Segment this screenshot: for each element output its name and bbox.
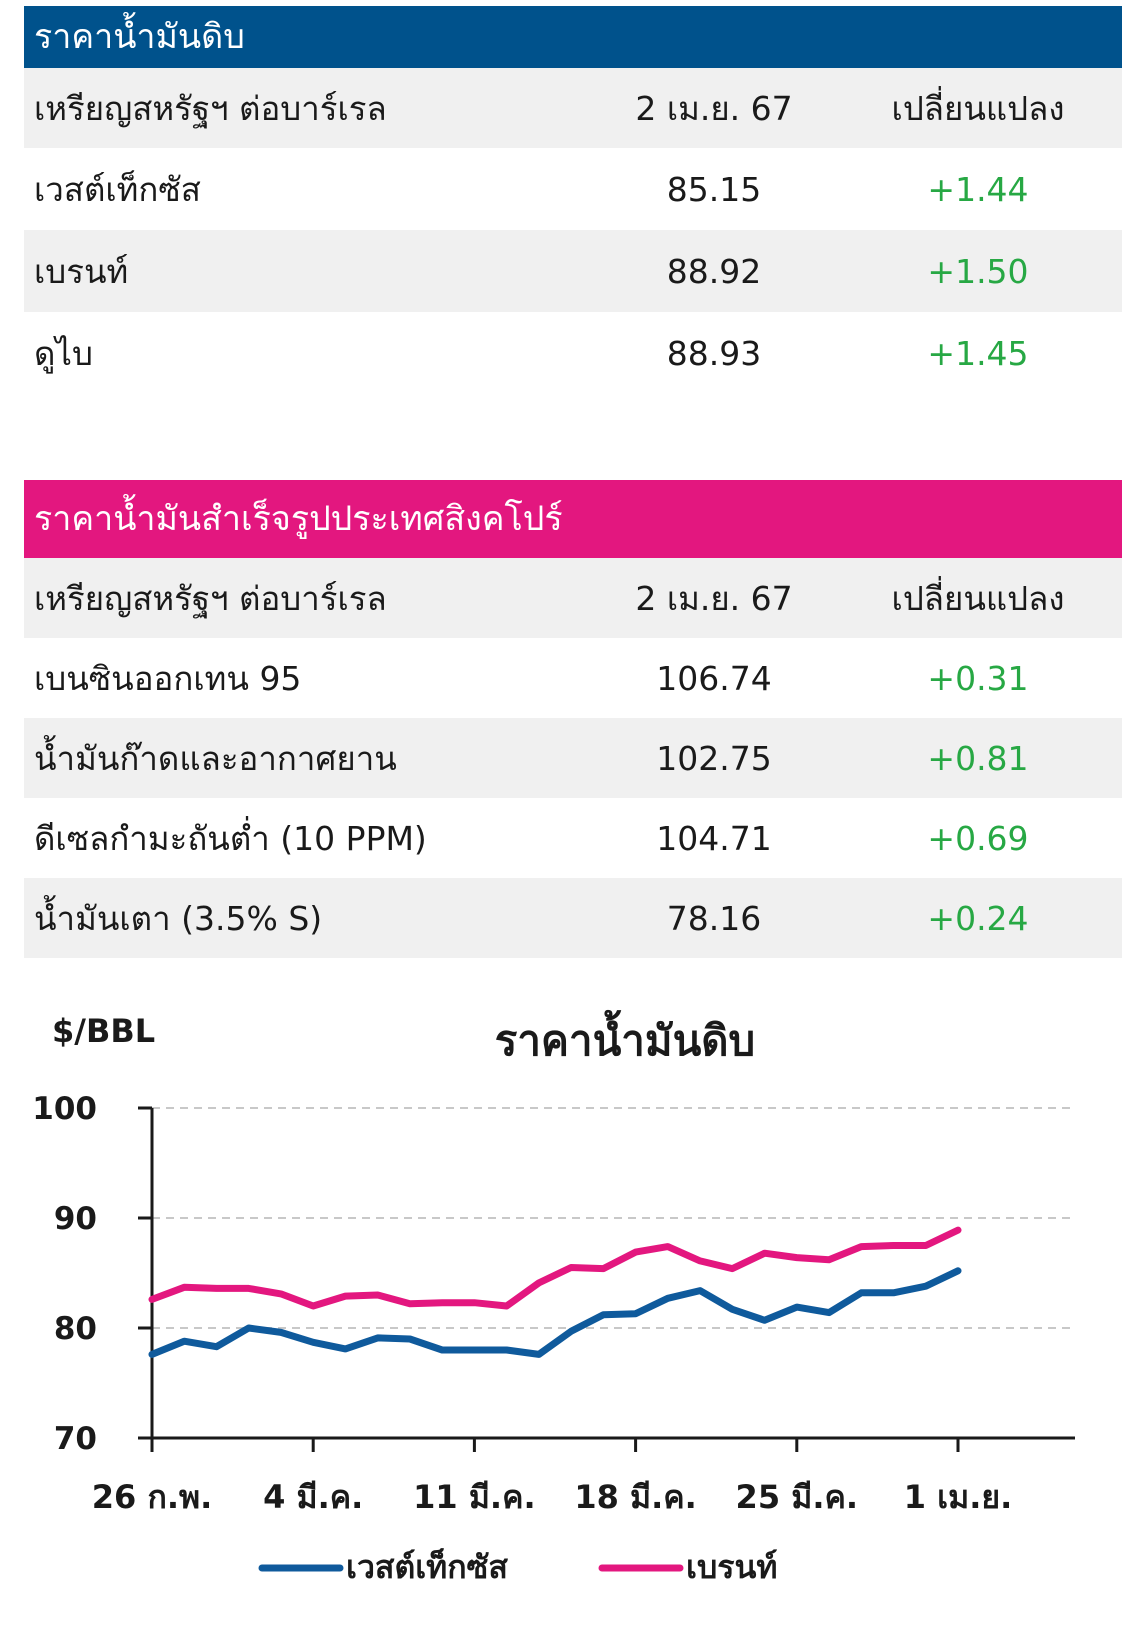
y-tick-label: 100 — [32, 1091, 97, 1127]
row-price: 102.75 — [656, 738, 772, 778]
legend-label: เวสต์เท็กซัส — [346, 1547, 508, 1586]
x-tick-labels: 26 ก.พ. 4 มี.ค. 11 มี.ค. 18 มี.ค. 25 มี.ค. 1 … — [92, 1478, 1012, 1516]
series-line — [148, 1267, 962, 1358]
chart-title: ราคาน้ำมันดิบ — [495, 1009, 755, 1065]
x-tick-label: 4 มี.ค. — [263, 1478, 363, 1516]
row-change: +0.31 — [927, 658, 1029, 698]
row-change: +1.44 — [927, 169, 1029, 209]
row-name: เบรนท์ — [34, 251, 129, 291]
legend: เวสต์เท็กซัส เบรนท์ — [258, 1547, 777, 1586]
row-name: เบนซินออกเทน 95 — [34, 658, 302, 698]
row-name: ดีเซลกำมะถันต่ำ (10 PPM) — [34, 818, 427, 858]
table-row: ดีเซลกำมะถันต่ำ (10 PPM) 104.71 +0.69 — [24, 798, 1122, 878]
change-header: เปลี่ยนแปลง — [891, 88, 1065, 128]
table-row: เวสต์เท็กซัส 85.15 +1.44 — [24, 148, 1122, 230]
unit-header: เหรียญสหรัฐฯ ต่อบาร์เรล — [34, 578, 387, 618]
row-change: +0.69 — [927, 818, 1029, 858]
crude-column-headers: เหรียญสหรัฐฯ ต่อบาร์เรล 2 เม.ย. 67 เปลี่… — [24, 68, 1122, 148]
table-row: ดูไบ 88.93 +1.45 — [24, 312, 1122, 394]
row-price: 85.15 — [666, 169, 762, 209]
refined-column-headers: เหรียญสหรัฐฯ ต่อบาร์เรล 2 เม.ย. 67 เปลี่… — [24, 558, 1122, 638]
axes — [138, 1106, 1075, 1452]
unit-header: เหรียญสหรัฐฯ ต่อบาร์เรล — [34, 88, 387, 128]
row-name: เวสต์เท็กซัส — [34, 169, 201, 209]
row-price: 106.74 — [656, 658, 772, 698]
x-tick-label: 1 เม.ย. — [904, 1478, 1013, 1516]
row-price: 78.16 — [666, 898, 762, 938]
series-lines — [148, 1226, 962, 1358]
x-tick-label: 11 มี.ค. — [413, 1478, 535, 1516]
crude-oil-table: ราคาน้ำมันดิบ เหรียญสหรัฐฯ ต่อบาร์เรล 2 … — [24, 6, 1122, 394]
x-tick-label: 18 มี.ค. — [574, 1478, 696, 1516]
date-header: 2 เม.ย. 67 — [635, 88, 793, 128]
x-tick-label: 26 ก.พ. — [92, 1478, 212, 1516]
y-tick-label: 90 — [54, 1201, 97, 1237]
date-header: 2 เม.ย. 67 — [635, 578, 793, 618]
change-header: เปลี่ยนแปลง — [891, 578, 1065, 618]
x-tick-label: 25 มี.ค. — [736, 1478, 858, 1516]
legend-label: เบรนท์ — [686, 1548, 777, 1586]
row-change: +0.24 — [927, 898, 1029, 938]
table-row: เบรนท์ 88.92 +1.50 — [24, 230, 1122, 312]
row-name: ดูไบ — [34, 333, 93, 373]
row-change: +1.45 — [927, 333, 1029, 373]
y-tick-labels: 70 80 90 100 — [32, 1091, 97, 1457]
crude-oil-header: ราคาน้ำมันดิบ — [24, 6, 1122, 68]
y-tick-label: 80 — [54, 1311, 97, 1347]
refined-oil-header: ราคาน้ำมันสำเร็จรูปประเทศสิงคโปร์ — [24, 480, 1122, 558]
row-price: 88.93 — [666, 333, 762, 373]
table-row: น้ำมันก๊าดและอากาศยาน 102.75 +0.81 — [24, 718, 1122, 798]
crude-oil-price-chart: ราคาน้ำมันดิบ $/BBL 70 80 90 100 26 ก.พ. 4 ม… — [32, 1009, 1075, 1586]
row-change: +0.81 — [927, 738, 1029, 778]
row-price: 88.92 — [666, 251, 762, 291]
series-line — [148, 1226, 962, 1310]
row-name: น้ำมันเตา (3.5% S) — [34, 898, 323, 938]
row-change: +1.50 — [927, 251, 1029, 291]
row-price: 104.71 — [656, 818, 772, 858]
y-tick-label: 70 — [54, 1421, 97, 1457]
table-row: เบนซินออกเทน 95 106.74 +0.31 — [24, 638, 1122, 718]
row-name: น้ำมันก๊าดและอากาศยาน — [34, 738, 397, 778]
table-row: น้ำมันเตา (3.5% S) 78.16 +0.24 — [24, 878, 1122, 958]
refined-oil-table: ราคาน้ำมันสำเร็จรูปประเทศสิงคโปร์ เหรียญ… — [24, 480, 1122, 958]
y-axis-label: $/BBL — [52, 1012, 155, 1050]
